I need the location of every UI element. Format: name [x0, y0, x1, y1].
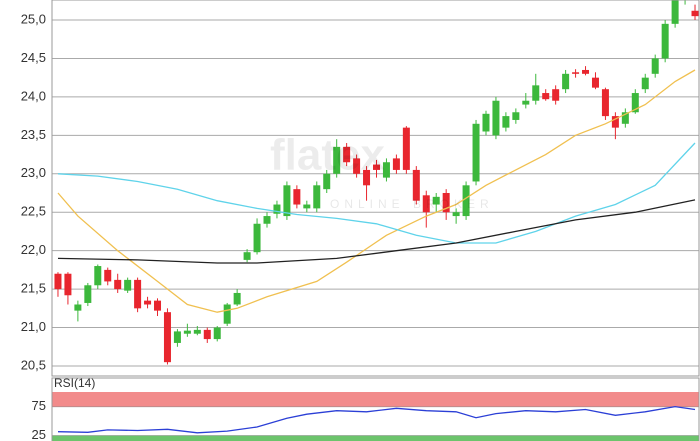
candle-body: [462, 185, 470, 217]
candle-body: [243, 252, 251, 260]
rsi-band: [52, 435, 699, 441]
rsi-frame: [51, 377, 700, 441]
y-tick-label: 21,5: [21, 281, 46, 296]
candle-body: [542, 93, 550, 100]
y-tick-label: 23,5: [21, 127, 46, 142]
candle-body: [432, 196, 440, 205]
candle-body: [422, 195, 430, 213]
y-tick-label: 75: [32, 398, 46, 413]
candle-body: [661, 23, 669, 59]
candle-body: [94, 266, 102, 286]
candle-body: [512, 112, 520, 120]
candle-body: [452, 212, 460, 217]
candle-body: [611, 116, 619, 128]
candle-body: [591, 77, 599, 88]
candle-body: [183, 330, 191, 334]
candle-body: [402, 127, 410, 170]
candle-body: [343, 146, 351, 163]
y-tick-label: 20,5: [21, 357, 46, 372]
candle-body: [263, 216, 271, 224]
candle-body: [203, 329, 211, 340]
rsi-band: [52, 392, 699, 407]
candle-body: [572, 72, 580, 74]
rsi-title: RSI(14): [54, 376, 95, 390]
candle-body: [114, 279, 122, 290]
candle-body: [522, 100, 530, 105]
moving-average: [57, 142, 696, 244]
candle-body: [303, 204, 311, 209]
candle-body: [333, 146, 341, 174]
candle-body: [353, 158, 361, 174]
candle-body: [382, 162, 390, 178]
candle-body: [313, 185, 321, 209]
candle-body: [213, 327, 221, 340]
candle-body: [472, 123, 480, 182]
moving-average: [57, 69, 696, 313]
candle-body: [104, 269, 112, 282]
y-tick-label: 23,0: [21, 165, 46, 180]
candle-body: [372, 164, 380, 170]
y-tick-label: 21,0: [21, 319, 46, 334]
candle-body: [631, 93, 639, 113]
candle-body: [641, 77, 649, 90]
moving-average: [57, 199, 696, 264]
candle-body: [323, 173, 331, 190]
candle-body: [173, 331, 181, 343]
candle-body: [532, 85, 540, 101]
candle-body: [144, 300, 152, 305]
candle-body: [601, 89, 609, 117]
candle-body: [84, 285, 92, 303]
candle-body: [124, 279, 132, 291]
candle-body: [582, 69, 590, 74]
candle-body: [502, 116, 510, 128]
candle-body: [273, 204, 281, 214]
candle-body: [163, 312, 171, 363]
y-tick-label: 25: [32, 427, 46, 441]
candle-body: [154, 300, 162, 311]
candle-body: [233, 292, 241, 305]
candle-body: [193, 329, 201, 334]
watermark-sub: ONLINE BROKER: [330, 197, 494, 211]
candle-body: [54, 273, 62, 290]
candle-body: [691, 10, 699, 17]
candle-body: [253, 223, 261, 253]
candle-body: [283, 185, 291, 217]
candle-body: [562, 73, 570, 90]
candle-body: [134, 279, 142, 309]
candle-body: [392, 158, 400, 170]
rsi-plot: [52, 392, 699, 441]
candle-body: [293, 189, 301, 205]
y-tick-label: 22,5: [21, 204, 46, 219]
rsi-line: [57, 405, 696, 434]
candle-body: [621, 112, 629, 124]
candle-body: [64, 273, 72, 296]
candle-body: [651, 58, 659, 74]
candle-body: [412, 169, 420, 201]
main-plot: [52, 0, 699, 367]
y-tick-label: 22,0: [21, 242, 46, 257]
candle-body: [74, 304, 82, 311]
candle-body: [671, 0, 679, 24]
watermark: flatex: [270, 131, 385, 180]
candle-body: [363, 169, 371, 186]
candle-body: [482, 113, 490, 132]
candle-body: [552, 89, 560, 101]
candle-body: [442, 192, 450, 213]
candle-body: [492, 100, 500, 136]
y-tick-label: 24,5: [21, 50, 46, 65]
candle-body: [223, 304, 231, 324]
axes: 20,5 21,0 21,5 22,0 22,5 23,0 23,5 24,0 24,5 25,0…: [21, 11, 46, 441]
main-frame: [51, 0, 700, 377]
y-tick-label: 24,0: [21, 88, 46, 103]
y-tick-label: 25,0: [21, 11, 46, 26]
